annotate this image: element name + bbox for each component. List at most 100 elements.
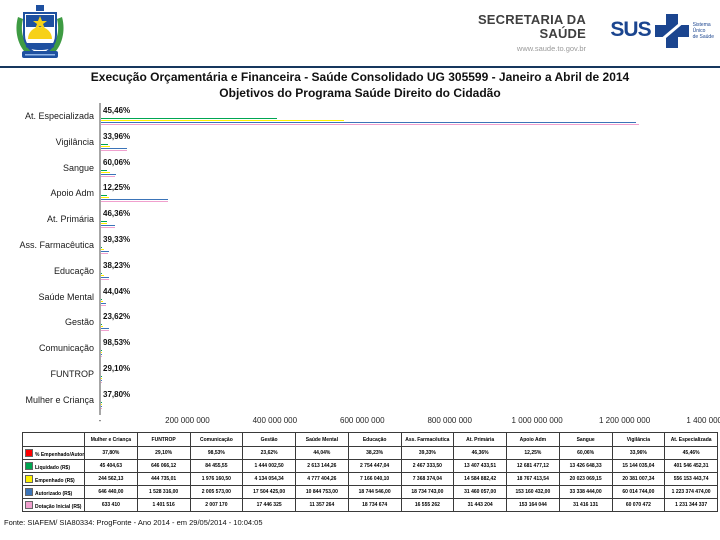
bar-dota-o-inicial-r- [101,278,110,280]
table-cell: 4 134 054,34 [242,472,296,486]
table-cell: 10 844 753,00 [295,485,349,499]
column-header: Ass. Farmacêutica [400,432,455,447]
column-header: Apoio Adm [506,432,560,447]
chart-row: Saúde Mental 44,04% [0,284,720,310]
legend-key-swatch [25,448,33,457]
bar-liquidado-r- [101,247,103,248]
table-cell: 18 734 743,00 [400,485,455,499]
table-cell: 44,04% [295,446,349,460]
bar-value-label: 29,10% [103,364,131,373]
bar-empenhado-r- [101,223,108,225]
table-cell: 12,25% [506,446,560,460]
header-divider [0,66,720,68]
table-cell: 18 734 674 [347,498,402,512]
bar-empenhado-r- [101,300,104,302]
chart-row: At. Especializada 45,46% [0,103,720,129]
table-cell: 1 444 002,50 [242,459,296,473]
sus-logo: SUS Sistema Único de Saúde [610,13,714,54]
table-cell: 1 401 516 [136,498,191,512]
x-axis-tick-label: 1 000 000 000 [511,416,563,425]
bar-empenhado-r- [101,403,102,405]
bar-autorizado-r- [101,147,128,149]
bar-value-label: 12,25% [103,183,131,193]
bar-cluster [101,298,106,307]
table-cell: 556 153 443,74 [664,472,718,486]
column-header: Vigilância [611,432,666,447]
bar-liquidado-r- [101,143,108,145]
bar-dota-o-inicial-r- [101,124,640,125]
table-cell: 13 407 433,51 [453,459,507,473]
table-cell: 46,36% [453,446,507,460]
table-cell: 444 735,01 [136,472,191,486]
table-cell: 18 744 546,00 [347,485,402,499]
bar-liquidado-r- [101,169,107,171]
table-cell: 4 777 404,26 [295,472,349,486]
table-cell: 39,33% [400,446,455,460]
chart-row: Educação 38,23% [0,258,720,284]
table-cell: 31 460 057,00 [453,485,507,499]
table-cell: 98,53% [189,446,244,460]
bar-value-label: 37,80% [103,389,131,399]
sus-cross-icon [654,13,690,54]
table-cell: 11 357 264 [295,498,349,512]
table-cell: 2 005 573,00 [189,485,244,499]
category-label: FUNTROP [50,369,95,379]
table-cell: 633 410 [84,498,138,512]
table-cell: 84 455,55 [189,459,244,473]
org-website: www.saude.to.gov.br [516,44,586,53]
column-header: Sangue [558,432,613,447]
table-row: Empenhado (R$) 244 562,13 444 735,01 1 976 … [22,472,718,486]
bar-liquidado-r- [101,272,103,274]
bar-autorizado-r- [101,276,110,278]
legend-key-swatch [25,500,33,509]
table-cell: 17 504 425,00 [242,485,296,499]
bar-autorizado-r- [101,199,168,201]
bar-dota-o-inicial-r- [101,356,102,358]
bar-empenhado-r- [101,120,345,121]
bar-liquidado-r- [101,118,277,119]
source-note: Fonte: SIAFEM/ SIA80334: ProgFonte - Ano… [4,518,263,527]
bar-dota-o-inicial-r- [101,407,102,409]
column-header: Gestão [242,432,296,447]
table-cell: 15 144 035,04 [611,459,666,473]
column-header: At. Especializada [664,432,718,447]
bar-autorizado-r- [101,122,636,123]
bar-empenhado-r- [101,378,102,379]
y-axis-line [99,103,101,415]
table-row: Dotação Inicial (R$) 633 410 1 401 516 2 00… [22,498,718,512]
table-cell: 37,80% [84,446,138,460]
column-header: FUNTROP [136,432,191,447]
sus-tagline: Sistema Único de Saúde [692,22,714,40]
bar-cluster [101,143,128,152]
chart-row: Sangue 60,06% [0,155,720,181]
table-cell: 646 066,12 [136,459,191,473]
x-axis-tick-label: 800 000 000 [427,416,472,425]
bar-empenhado-r- [101,249,105,250]
bar-value-label: 46,36% [103,209,131,219]
bar-empenhado-r- [101,197,110,199]
table-cell: 1 231 344 337 [664,498,718,512]
x-axis-tick-label: 1 400 000 000 [686,416,720,425]
chart-row: FUNTROP 29,10% [0,361,720,387]
table-cell: 29,10% [136,446,191,460]
table-cell: 153 160 432,00 [506,485,560,499]
bar-cluster [101,324,109,332]
chart-row: Comunicação 98,53% [0,335,720,361]
row-legend-label: % Empenhado/Autorizado [22,446,85,460]
bar-dota-o-inicial-r- [101,330,109,332]
secretaria-header: SECRETARIA DA SAÚDE www.saude.to.gov.br [478,13,586,54]
category-label: Sangue [62,162,94,173]
bar-liquidado-r- [101,324,102,326]
bar-dota-o-inicial-r- [101,149,128,151]
table-cell: 33 338 444,00 [558,485,613,499]
bar-value-label: 44,04% [103,286,131,296]
legend-key-swatch [25,461,33,470]
table-cell: 18 767 413,54 [506,472,560,486]
bar-liquidado-r- [101,401,102,403]
column-header: At. Primária [453,432,507,447]
bar-dota-o-inicial-r- [101,201,168,203]
legend-key-swatch [25,487,33,496]
table-cell: 244 562,13 [84,472,138,486]
table-cell: 1 528 316,00 [136,485,191,499]
